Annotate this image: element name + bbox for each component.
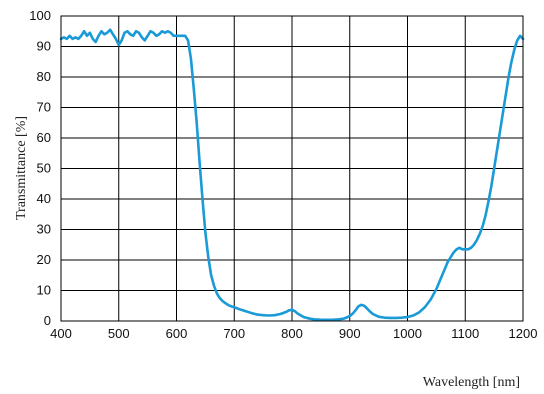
x-tick-labels: 400 500 600 700 800 900 1000 1100 1200 [50,326,537,341]
x-tick-label: 600 [166,326,188,341]
y-tick-label: 30 [37,222,51,237]
y-tick-label: 20 [37,252,51,267]
y-tick-label: 50 [37,161,51,176]
x-tick-label: 900 [339,326,361,341]
x-tick-label: 500 [108,326,130,341]
series-line-group [59,28,525,322]
grid [61,16,523,321]
x-tick-label: 1100 [451,326,479,341]
plot-frame [60,15,524,322]
y-tick-label: 40 [37,191,51,206]
y-tick-label: 0 [44,313,51,328]
y-tick-labels: 0 10 20 30 40 50 60 70 80 90 100 [29,8,51,328]
x-tick-label: 1000 [393,326,422,341]
y-tick-label: 60 [37,130,51,145]
series-line-transmittance [59,28,525,322]
y-tick-label: 100 [29,8,51,23]
y-axis-title: Transmittance [%] [14,116,29,220]
y-tick-label: 90 [37,39,51,54]
x-tick-label: 800 [281,326,303,341]
y-tick-label: 70 [37,100,51,115]
x-tick-label: 700 [223,326,245,341]
x-axis-title: Wavelength [nm] [423,375,520,390]
y-tick-label: 10 [37,283,51,298]
x-tick-label: 400 [50,326,72,341]
x-tick-label: 1200 [509,326,538,341]
y-tick-label: 80 [37,69,51,84]
